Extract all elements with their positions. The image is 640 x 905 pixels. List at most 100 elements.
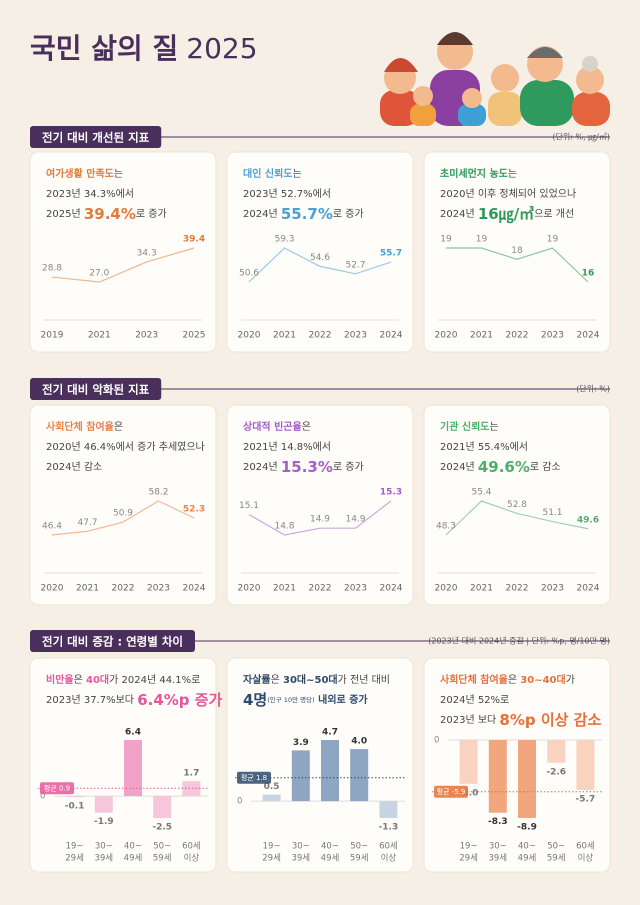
highlight: 사회단체 참여율 (46, 420, 114, 433)
x-tick-label: 29세 (262, 854, 281, 864)
card-text: 2020년 46.4%에서 증가 추세였으나 (46, 441, 205, 453)
x-tick-label: 2023 (344, 331, 367, 341)
x-tick-label: 2021 (273, 584, 296, 594)
highlight: 6.4%p 증가 (137, 691, 222, 709)
x-tick-label: 2022 (309, 331, 332, 341)
card-text: 2023년 34.3%에서 (46, 188, 134, 200)
card (29, 151, 217, 353)
text-run: 가 (566, 674, 575, 686)
x-tick-label: 2023 (541, 584, 564, 594)
people-illustration (380, 32, 610, 126)
x-tick-label: 2022 (309, 584, 332, 594)
bar (488, 740, 507, 813)
card-text: 2024년 52%로 (440, 694, 509, 706)
x-tick-label: 30~ (95, 842, 113, 852)
text-run: 2024년 (440, 461, 478, 473)
card (226, 657, 414, 873)
x-tick-label: 2022 (112, 584, 135, 594)
line (51, 247, 195, 283)
data-label: -1.9 (94, 817, 114, 827)
card-text: 대인 신뢰도는 (243, 167, 302, 180)
data-label: -2.5 (152, 823, 172, 833)
x-tick-label: 29세 (65, 854, 84, 864)
card-text: 2025년 39.4%로 증가 (46, 205, 167, 223)
text-run: 2023년 보다 (440, 714, 499, 726)
x-tick-label: 30~ (489, 842, 507, 852)
x-tick-label: 50~ (350, 842, 368, 852)
x-tick-label: 50~ (547, 842, 565, 852)
line (51, 500, 195, 536)
highlight: 초미세먼지 농도 (440, 167, 508, 180)
x-tick-label: 2022 (506, 331, 529, 341)
bar (379, 801, 398, 818)
card (226, 151, 414, 353)
data-label: 0.5 (264, 782, 280, 792)
x-tick-label: 2023 (135, 331, 158, 341)
x-tick-label: 60세 (182, 842, 201, 852)
data-label: 49.6 (577, 515, 599, 525)
card (423, 657, 611, 873)
line (248, 247, 392, 283)
text-run: 2020년 46.4%에서 증가 추세였으나 (46, 441, 205, 453)
average-badge (40, 782, 74, 795)
card-text: 2024년 55.7%로 증가 (243, 205, 364, 223)
card-text: 비만율은 40대가 2024년 44.1%로 (46, 673, 200, 686)
text-run: 2024년 (243, 208, 281, 220)
x-tick-label: 2020 (435, 331, 458, 341)
data-label: 46.4 (42, 522, 62, 532)
x-tick-label: 49세 (321, 854, 340, 864)
card (226, 404, 414, 606)
highlight: 비만율 (46, 673, 74, 686)
highlight: 39.4% (84, 205, 136, 223)
card-text: 4명(인구 10만 명당) 내외로 증가 (243, 691, 368, 709)
section-unit: (단위: %, ㎍/㎥) (552, 132, 610, 143)
text-run: 가 2024년 44.1%로 (109, 674, 200, 686)
data-label: 52.3 (183, 505, 205, 515)
line (445, 500, 589, 536)
highlight: 30~40대 (520, 673, 565, 686)
y-tick-label: 0 (434, 736, 439, 746)
highlight: 15.3% (281, 458, 333, 476)
card-text: 2021년 55.4%에서 (440, 441, 528, 453)
data-label: 58.2 (148, 488, 168, 498)
x-tick-label: 59세 (350, 854, 369, 864)
text-run: 로 감소 (530, 461, 561, 473)
bar (321, 740, 339, 802)
x-tick-label: 60세 (576, 842, 595, 852)
data-label: 6.4 (125, 728, 141, 738)
card-text: 2024년 감소 (46, 461, 102, 473)
data-label: 15.1 (239, 501, 259, 511)
average-label: 평균 -5.9 (437, 787, 466, 796)
data-label: 54.6 (310, 253, 330, 263)
x-tick-label: 49세 (124, 854, 143, 864)
highlight: 내외로 증가 (315, 693, 369, 706)
bar (576, 740, 595, 790)
x-tick-label: 2025 (183, 331, 206, 341)
y-tick-label: 0 (40, 792, 45, 802)
bar (547, 740, 566, 763)
x-tick-label: 40~ (124, 842, 142, 852)
data-label: -8.9 (517, 823, 537, 833)
data-label: 28.8 (42, 264, 62, 274)
card (29, 404, 217, 606)
average-label: 평균 0.9 (44, 784, 70, 793)
section-unit: (단위: %) (576, 384, 610, 394)
data-label: -5.0 (459, 788, 479, 798)
text-run: 가 전년 대비 (338, 674, 390, 686)
highlight: 49.6% (478, 458, 530, 476)
text-run: 2023년 34.3%에서 (46, 188, 134, 200)
x-tick-label: 19~ (263, 842, 281, 852)
average-badge (237, 771, 271, 784)
data-label: 34.3 (137, 248, 157, 258)
card (423, 404, 611, 606)
card-text: 2021년 14.8%에서 (243, 441, 331, 453)
x-tick-label: 59세 (547, 854, 566, 864)
text-run: 로 증가 (333, 461, 364, 473)
card-text: 자살률은 30대~50대가 전년 대비 (243, 673, 390, 686)
data-label: 52.7 (345, 260, 365, 270)
x-tick-label: 59세 (153, 854, 172, 864)
x-tick-label: 2020 (41, 584, 64, 594)
data-label: 52.8 (507, 500, 527, 510)
bar (291, 750, 310, 802)
x-tick-label: 39세 (94, 854, 113, 864)
